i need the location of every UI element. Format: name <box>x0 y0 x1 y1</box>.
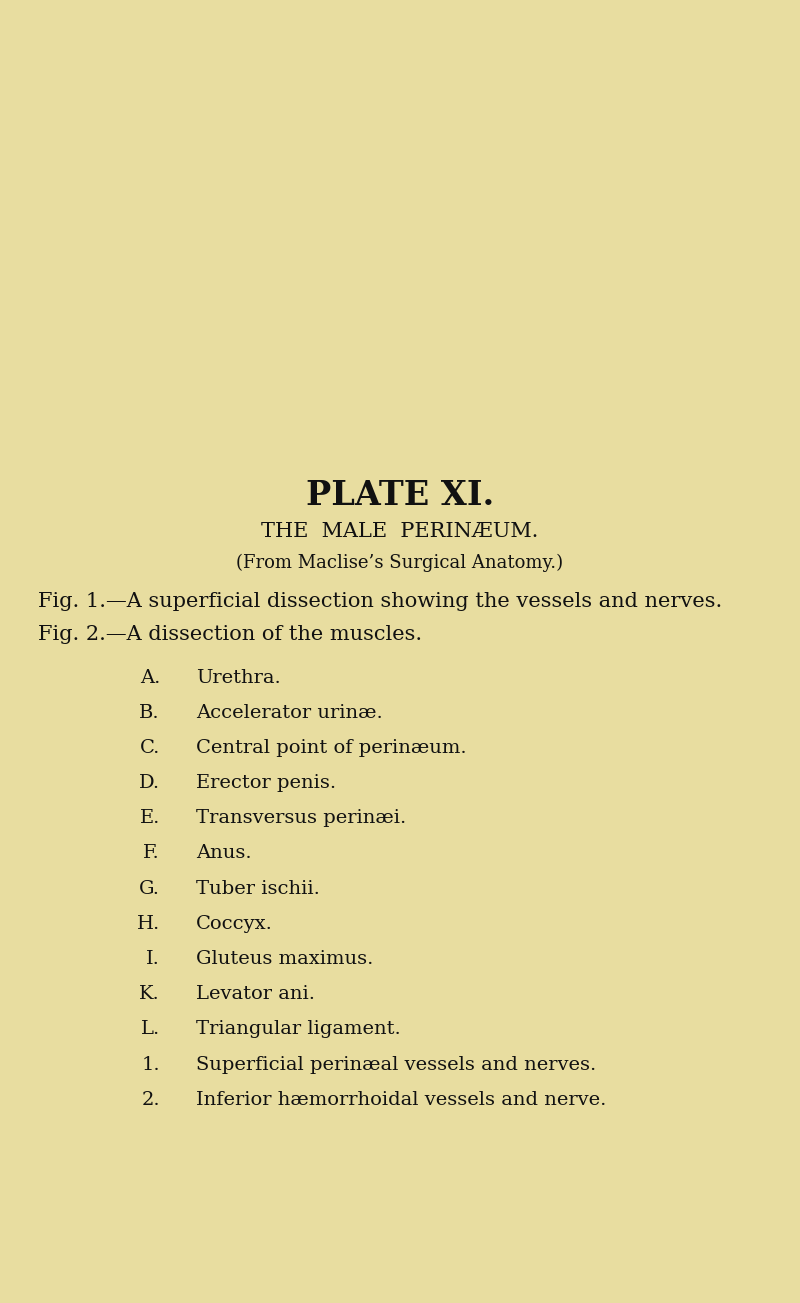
Text: E.: E. <box>140 809 160 827</box>
Text: I.: I. <box>146 950 160 968</box>
Text: B.: B. <box>139 704 160 722</box>
Text: F.: F. <box>143 844 160 863</box>
Text: Erector penis.: Erector penis. <box>196 774 336 792</box>
Text: Triangular ligament.: Triangular ligament. <box>196 1020 401 1038</box>
Text: THE  MALE  PERINÆUM.: THE MALE PERINÆUM. <box>262 523 538 541</box>
Text: G.: G. <box>139 880 160 898</box>
Text: C.: C. <box>140 739 160 757</box>
Text: Inferior hæmorrhoidal vessels and nerve.: Inferior hæmorrhoidal vessels and nerve. <box>196 1091 606 1109</box>
Text: Fig. 2.—A dissection of the muscles.: Fig. 2.—A dissection of the muscles. <box>38 625 422 644</box>
Text: Gluteus maximus.: Gluteus maximus. <box>196 950 374 968</box>
Text: H.: H. <box>137 915 160 933</box>
Text: Accelerator urinæ.: Accelerator urinæ. <box>196 704 382 722</box>
Text: 1.: 1. <box>142 1055 160 1074</box>
Text: (From Maclise’s Surgical Anatomy.): (From Maclise’s Surgical Anatomy.) <box>237 554 563 572</box>
Text: 2.: 2. <box>142 1091 160 1109</box>
Text: PLATE XI.: PLATE XI. <box>306 478 494 512</box>
Text: Fig. 1.—A superficial dissection showing the vessels and nerves.: Fig. 1.—A superficial dissection showing… <box>38 593 722 611</box>
Text: Anus.: Anus. <box>196 844 252 863</box>
Text: Tuber ischii.: Tuber ischii. <box>196 880 320 898</box>
Text: Urethra.: Urethra. <box>196 668 281 687</box>
Text: K.: K. <box>139 985 160 1003</box>
Text: D.: D. <box>139 774 160 792</box>
Text: Transversus perinæi.: Transversus perinæi. <box>196 809 406 827</box>
Text: Central point of perinæum.: Central point of perinæum. <box>196 739 466 757</box>
Text: A.: A. <box>140 668 160 687</box>
Text: Levator ani.: Levator ani. <box>196 985 315 1003</box>
Text: Superficial perinæal vessels and nerves.: Superficial perinæal vessels and nerves. <box>196 1055 596 1074</box>
Text: L.: L. <box>141 1020 160 1038</box>
Text: Coccyx.: Coccyx. <box>196 915 273 933</box>
